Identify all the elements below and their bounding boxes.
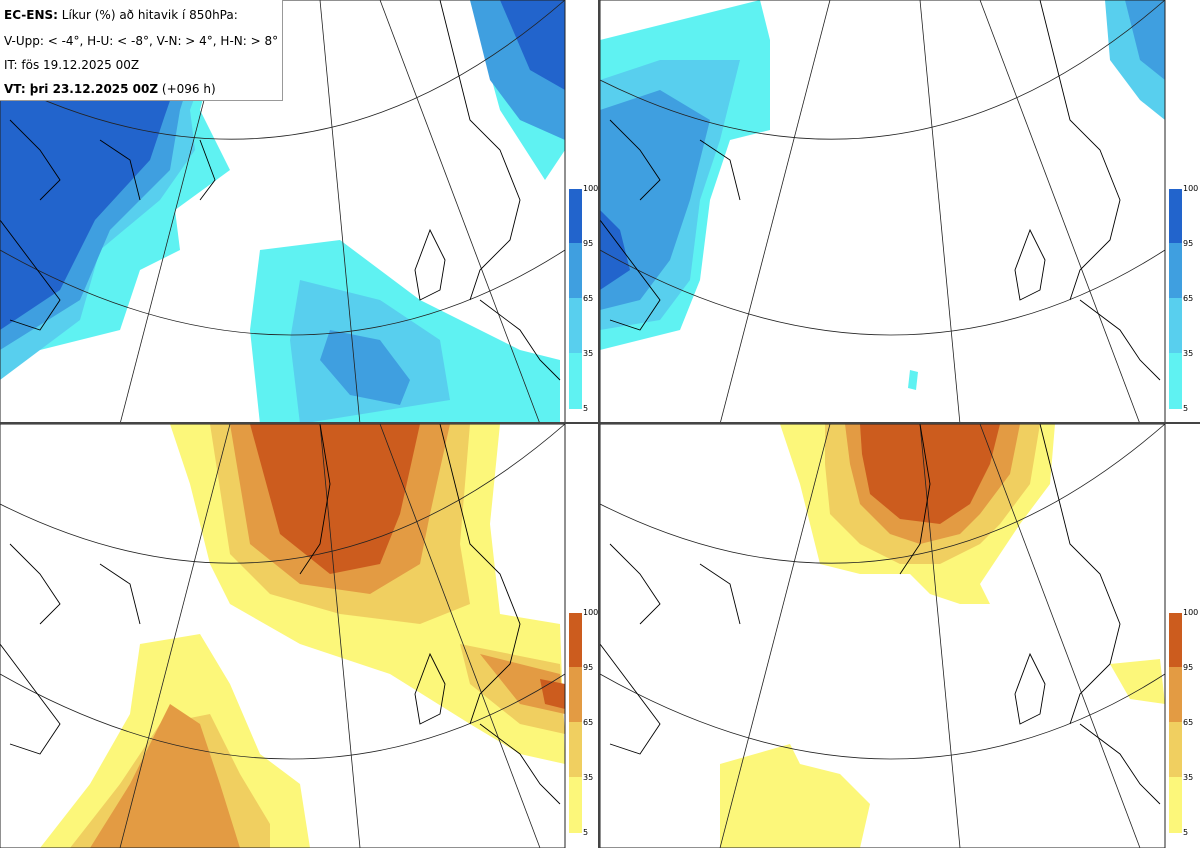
- panel-cold-minus8: 100 95 65 35 5: [600, 0, 1200, 424]
- prob-area-95b: [540, 679, 565, 709]
- colorbar-tick-100: 100: [583, 608, 599, 617]
- coastlines: [0, 424, 561, 805]
- colorbar-seg-35: [569, 722, 582, 777]
- colorbar-seg-65: [1169, 243, 1182, 298]
- colorbar-tick-65: 65: [1183, 718, 1194, 727]
- coastlines: [600, 0, 1161, 381]
- colorbar-seg-95: [569, 189, 582, 243]
- graticule: [0, 424, 566, 848]
- colorbar-seg-95: [569, 613, 582, 667]
- prob-area-top-right-95: [500, 0, 565, 90]
- colorbar-tick-95: 95: [583, 239, 594, 248]
- panel-divider-vertical: [598, 0, 600, 848]
- lead-time: (+096 h): [161, 82, 216, 96]
- probability-shading: [720, 424, 1165, 848]
- coastlines: [0, 0, 561, 381]
- valid-time-line: VT: þri 23.12.2025 00Z (+096 h): [4, 82, 216, 96]
- colorbar-seg-95: [1169, 189, 1182, 243]
- colorbar-cold-minus4: 100 95 65 35 5: [569, 185, 599, 413]
- colorbar-seg-65: [569, 667, 582, 722]
- colorbar-tick-35: 35: [583, 349, 594, 358]
- colorbar-seg-5: [569, 353, 582, 409]
- colorbar-seg-5: [569, 777, 582, 833]
- colorbar-warm-plus4: 100 95 65 35 5: [569, 609, 599, 837]
- panel-divider-horizontal: [0, 422, 1200, 424]
- model-label: EC-ENS:: [4, 8, 58, 22]
- prob-area-5c: [1110, 659, 1165, 704]
- thresholds-line: V-Upp: < -4°, H-U: < -8°, V-N: > 4°, H-N…: [4, 34, 279, 48]
- colorbar-tick-5: 5: [1183, 828, 1189, 837]
- probability-shading: [40, 424, 565, 848]
- prob-area-95: [860, 424, 1000, 524]
- colorbar-tick-5: 5: [583, 404, 589, 413]
- panel-warm-plus4: 100 95 65 35 5: [0, 424, 600, 848]
- prob-speck: [908, 370, 918, 390]
- prob-area-65b: [320, 330, 410, 405]
- colorbar-tick-35: 35: [1183, 349, 1194, 358]
- colorbar-seg-5: [1169, 353, 1182, 409]
- panel-cold-minus4: 100 95 65 35 5 EC-ENS: Líkur (%) að hita…: [0, 0, 600, 424]
- colorbar-seg-35: [569, 298, 582, 353]
- valid-time: VT: þri 23.12.2025 00Z: [4, 82, 159, 96]
- colorbar-seg-95: [1169, 613, 1182, 667]
- probability-shading: [600, 0, 1165, 390]
- colorbar-tick-95: 95: [583, 663, 594, 672]
- prob-area-65c: [90, 704, 240, 848]
- map-warm-plus8: [600, 424, 1166, 848]
- prob-area-65: [600, 90, 710, 310]
- colorbar-tick-5: 5: [1183, 404, 1189, 413]
- colorbar-tick-65: 65: [1183, 294, 1194, 303]
- colorbar-tick-5: 5: [583, 828, 589, 837]
- coastlines: [600, 424, 1161, 805]
- colorbar-seg-5: [1169, 777, 1182, 833]
- colorbar-tick-95: 95: [1183, 239, 1194, 248]
- colorbar-tick-100: 100: [583, 184, 599, 193]
- colorbar-cold-minus8: 100 95 65 35 5: [1169, 185, 1199, 413]
- prob-area-top-right-65: [1125, 0, 1165, 80]
- map-cold-minus8: [600, 0, 1166, 424]
- panel-warm-plus8: 100 95 65 35 5: [600, 424, 1200, 848]
- title-text: Líkur (%) að hitavik í 850hPa:: [61, 8, 238, 22]
- title-line: EC-ENS: Líkur (%) að hitavik í 850hPa:: [4, 8, 238, 22]
- graticule: [600, 424, 1166, 848]
- prob-area-65b: [480, 654, 565, 714]
- colorbar-seg-65: [1169, 667, 1182, 722]
- colorbar-seg-35: [1169, 298, 1182, 353]
- prob-area-95: [250, 424, 420, 574]
- colorbar-tick-65: 65: [583, 718, 594, 727]
- graticule: [600, 0, 1166, 424]
- colorbar-tick-35: 35: [1183, 773, 1194, 782]
- colorbar-seg-35: [1169, 722, 1182, 777]
- info-box: EC-ENS: Líkur (%) að hitavik í 850hPa: V…: [0, 0, 283, 101]
- colorbar-warm-plus8: 100 95 65 35 5: [1169, 609, 1199, 837]
- prob-area-5b: [720, 744, 870, 848]
- colorbar-tick-100: 100: [1183, 608, 1199, 617]
- colorbar-seg-65: [569, 243, 582, 298]
- colorbar-tick-65: 65: [583, 294, 594, 303]
- map-warm-plus4: [0, 424, 566, 848]
- colorbar-tick-100: 100: [1183, 184, 1199, 193]
- colorbar-tick-35: 35: [583, 773, 594, 782]
- colorbar-tick-95: 95: [1183, 663, 1194, 672]
- initial-time: IT: fös 19.12.2025 00Z: [4, 58, 140, 72]
